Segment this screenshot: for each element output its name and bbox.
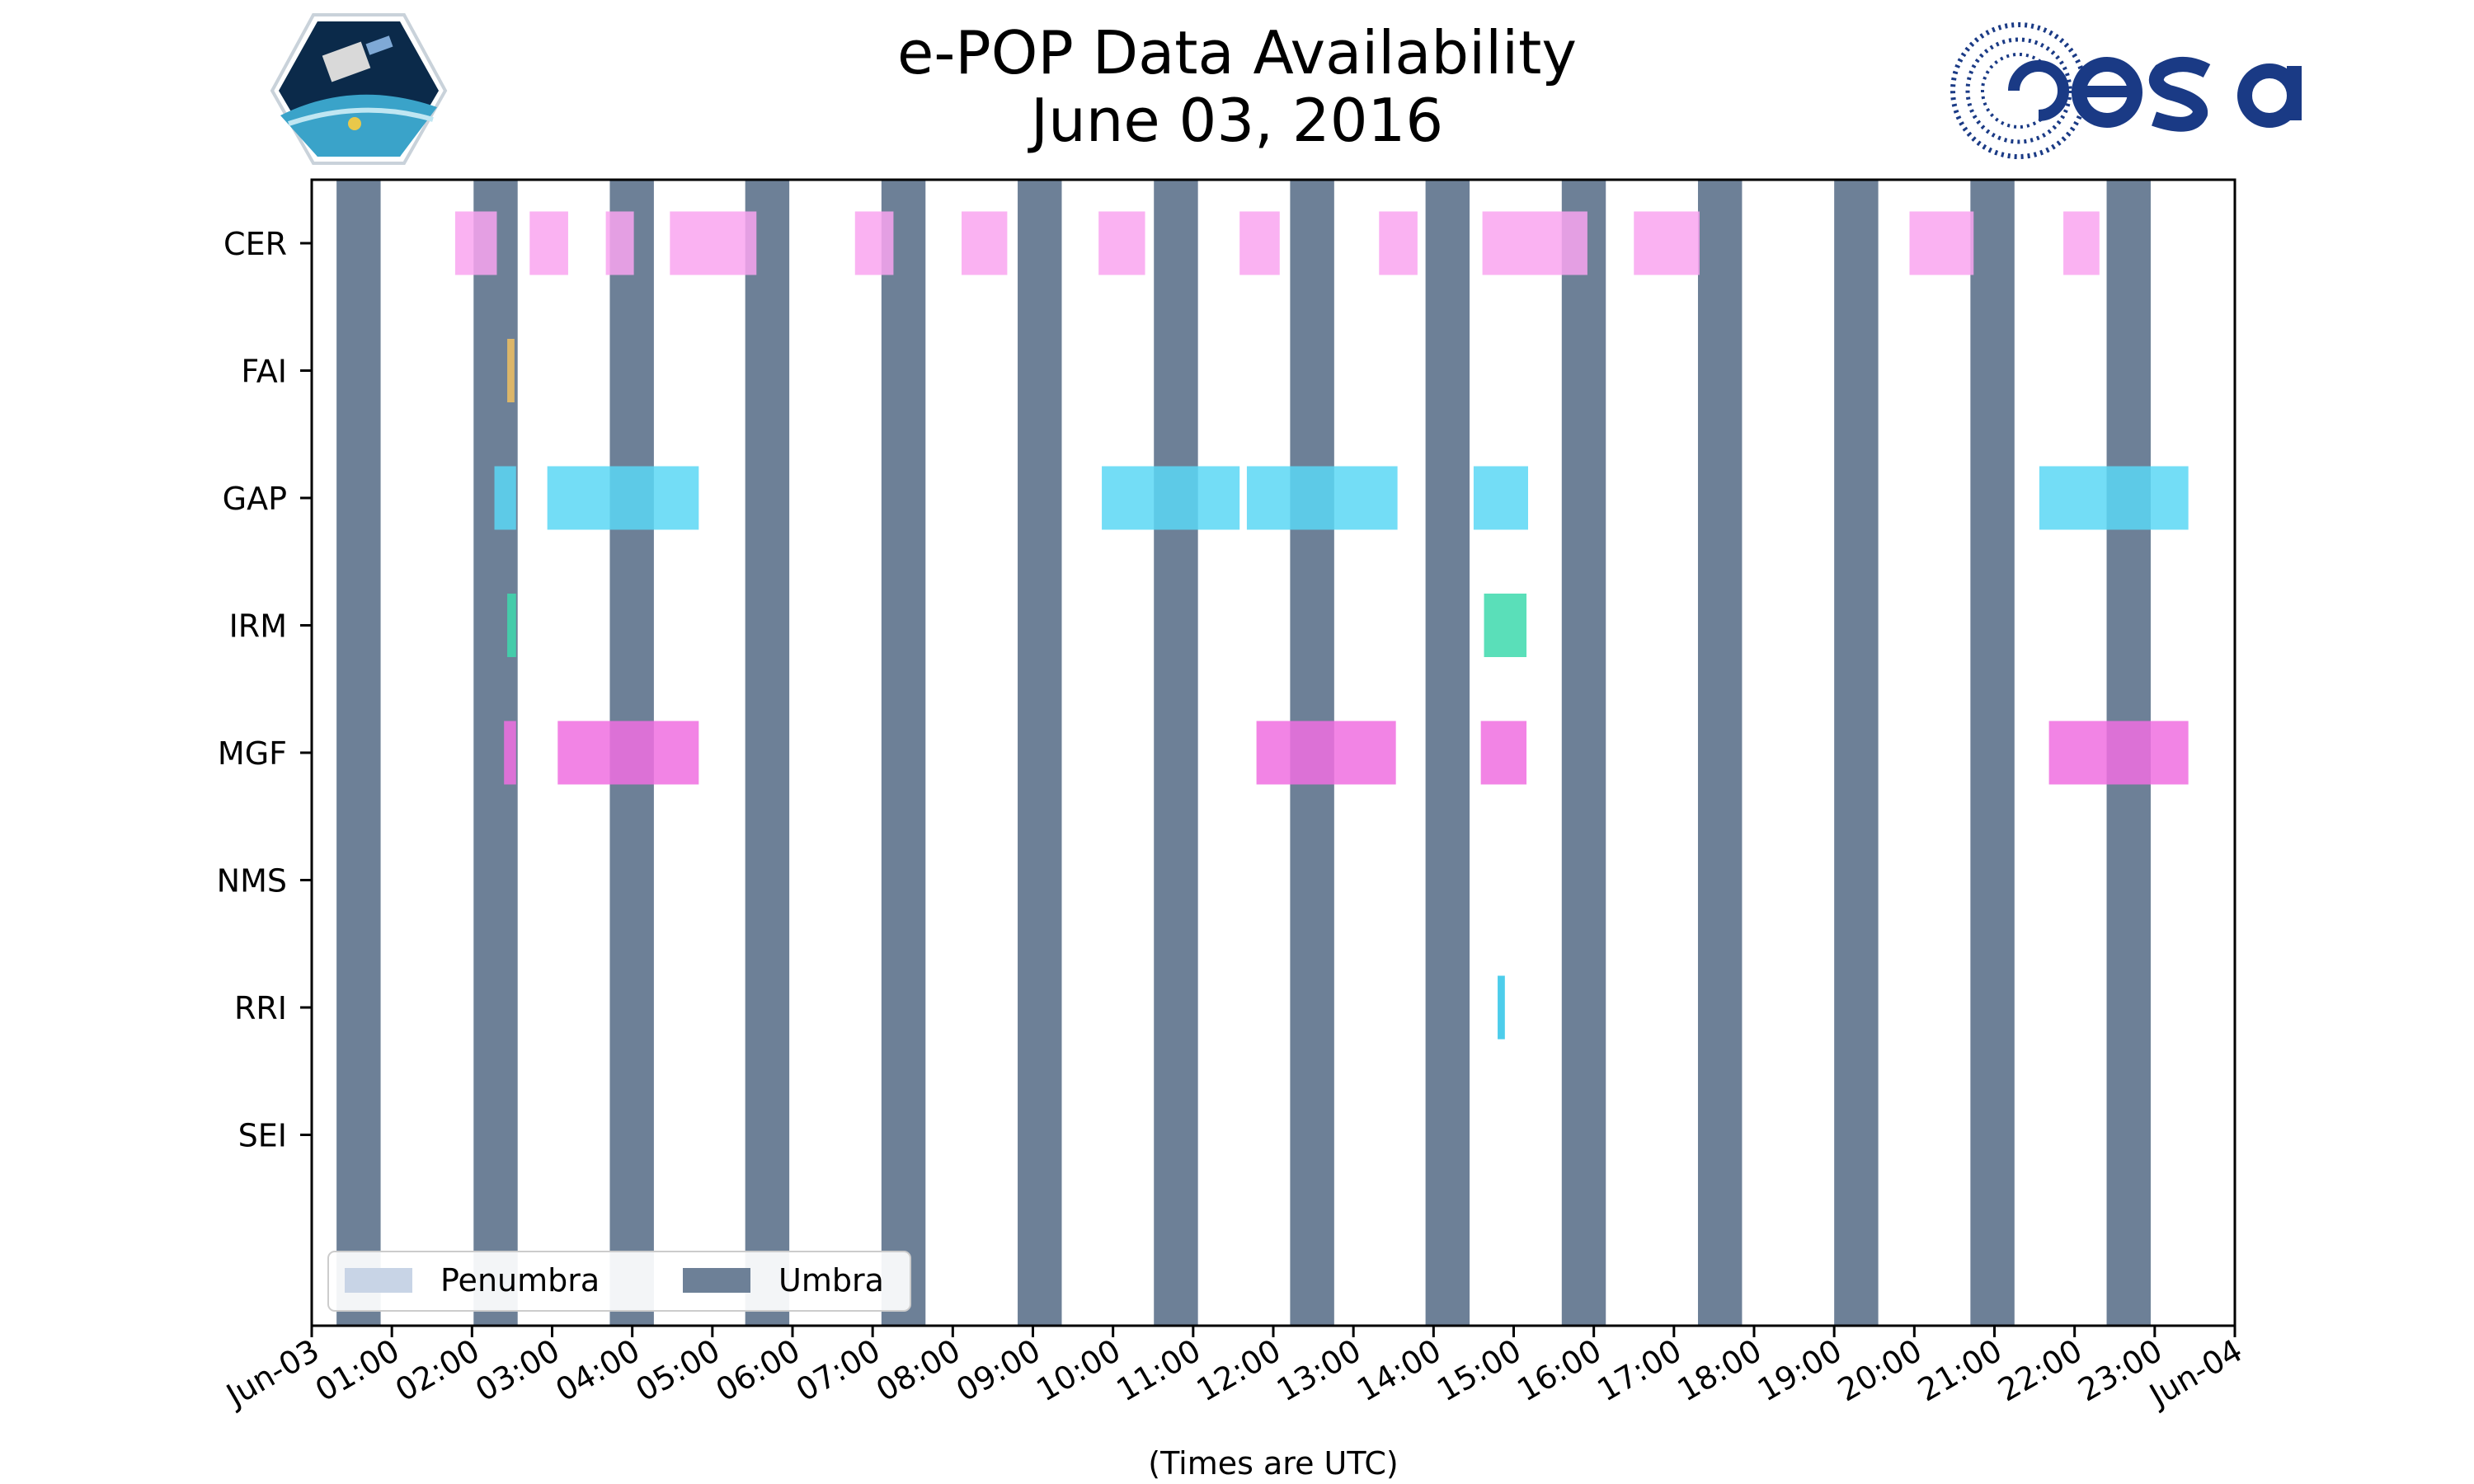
x-tick-label-2: 02:00 — [389, 1332, 486, 1409]
legend-label-penumbra: Penumbra — [440, 1262, 600, 1298]
legend-swatch-umbra — [683, 1268, 750, 1293]
legend-box — [327, 1251, 911, 1312]
bar-mgf-2 — [557, 721, 699, 785]
x-tick-label-5: 05:00 — [629, 1332, 726, 1409]
bar-rri-1 — [1498, 975, 1505, 1040]
bar-cer-7 — [1098, 211, 1145, 275]
x-tick-label-17: 17:00 — [1591, 1332, 1687, 1409]
x-tick-label-20: 20:00 — [1832, 1332, 1928, 1409]
x-tick-label-9: 09:00 — [950, 1332, 1047, 1409]
y-tick-label-cer: CER — [223, 226, 287, 262]
y-tick-label-gap: GAP — [223, 481, 287, 517]
umbra-band-13 — [1970, 180, 2015, 1326]
bar-fai-1 — [507, 339, 515, 402]
chart-title: e-POP Data Availability — [897, 18, 1577, 87]
y-tick-label-sei: SEI — [238, 1118, 287, 1154]
umbra-band-6 — [1018, 180, 1062, 1326]
legend-label-umbra: Umbra — [778, 1262, 884, 1298]
bar-gap-6 — [2039, 466, 2189, 530]
x-axis-label: (Times are UTC) — [1148, 1445, 1398, 1482]
umbra-band-1 — [336, 180, 381, 1326]
umbra-band-11 — [1697, 180, 1743, 1326]
esa-logo — [1950, 22, 2302, 159]
umbra-band-12 — [1834, 180, 1879, 1326]
legend-swatch-penumbra — [345, 1268, 412, 1293]
x-tick-label-15: 15:00 — [1431, 1332, 1527, 1409]
bar-cer-12 — [1909, 211, 1974, 275]
bar-cer-5 — [854, 211, 894, 275]
bar-cer-8 — [1239, 211, 1280, 275]
bar-gap-2 — [547, 466, 699, 530]
bar-cer-10 — [1482, 211, 1587, 275]
umbra-band-7 — [1154, 180, 1198, 1326]
umbra-band-5 — [881, 180, 926, 1326]
x-tick-label-21: 21:00 — [1912, 1332, 2008, 1409]
x-tick-label-7: 07:00 — [790, 1332, 887, 1409]
bar-cer-6 — [962, 211, 1008, 275]
legend: Penumbra Umbra — [327, 1251, 911, 1312]
bar-gap-4 — [1246, 466, 1398, 530]
bar-irm-1 — [507, 594, 516, 657]
x-tick-label-16: 16:00 — [1511, 1332, 1607, 1409]
x-tick-label-11: 11:00 — [1110, 1332, 1206, 1409]
umbra-band-4 — [745, 180, 790, 1326]
x-tick-label-22: 22:00 — [1992, 1332, 2088, 1409]
chart-subtitle: June 03, 2016 — [1030, 86, 1444, 155]
y-tick-label-fai: FAI — [241, 354, 287, 390]
bar-irm-2 — [1484, 594, 1527, 657]
bar-cer-3 — [605, 211, 634, 275]
bar-cer-2 — [529, 211, 568, 275]
bar-mgf-1 — [504, 721, 516, 785]
y-tick-label-irm: IRM — [229, 608, 287, 645]
y-tick-label-rri: RRI — [234, 990, 287, 1026]
x-tick-label-3: 03:00 — [469, 1332, 566, 1409]
x-tick-label-18: 18:00 — [1672, 1332, 1768, 1409]
bar-gap-5 — [1473, 466, 1528, 530]
x-tick-label-13: 13:00 — [1271, 1332, 1367, 1409]
bar-cer-1 — [454, 211, 497, 275]
availability-bars — [454, 211, 2189, 1040]
x-tick-label-1: 01:00 — [309, 1332, 406, 1409]
bar-cer-13 — [2063, 211, 2100, 275]
x-tick-label-6: 06:00 — [710, 1332, 807, 1409]
x-tick-label-14: 14:00 — [1351, 1332, 1447, 1409]
umbra-band-9 — [1425, 180, 1470, 1326]
bar-cer-4 — [670, 211, 757, 275]
x-tick-label-8: 08:00 — [870, 1332, 967, 1409]
bar-gap-1 — [494, 466, 516, 530]
umbra-band-10 — [1561, 180, 1606, 1326]
bar-gap-3 — [1102, 466, 1240, 530]
bar-cer-9 — [1379, 211, 1418, 275]
cassiope-logo — [270, 13, 448, 165]
x-tick-label-24: Jun-04 — [2142, 1332, 2249, 1415]
y-tick-label-mgf: MGF — [218, 735, 287, 772]
bar-cer-11 — [1634, 211, 1700, 275]
bar-mgf-4 — [1480, 721, 1527, 785]
x-tick-label-12: 12:00 — [1191, 1332, 1287, 1409]
x-tick-label-4: 04:00 — [549, 1332, 646, 1409]
bar-mgf-5 — [2048, 721, 2189, 785]
y-tick-label-nms: NMS — [217, 863, 287, 899]
bar-mgf-3 — [1256, 721, 1396, 785]
x-tick-label-19: 19:00 — [1752, 1332, 1848, 1409]
x-tick-label-10: 10:00 — [1030, 1332, 1126, 1409]
x-tick-label-0: Jun-03 — [219, 1332, 326, 1415]
